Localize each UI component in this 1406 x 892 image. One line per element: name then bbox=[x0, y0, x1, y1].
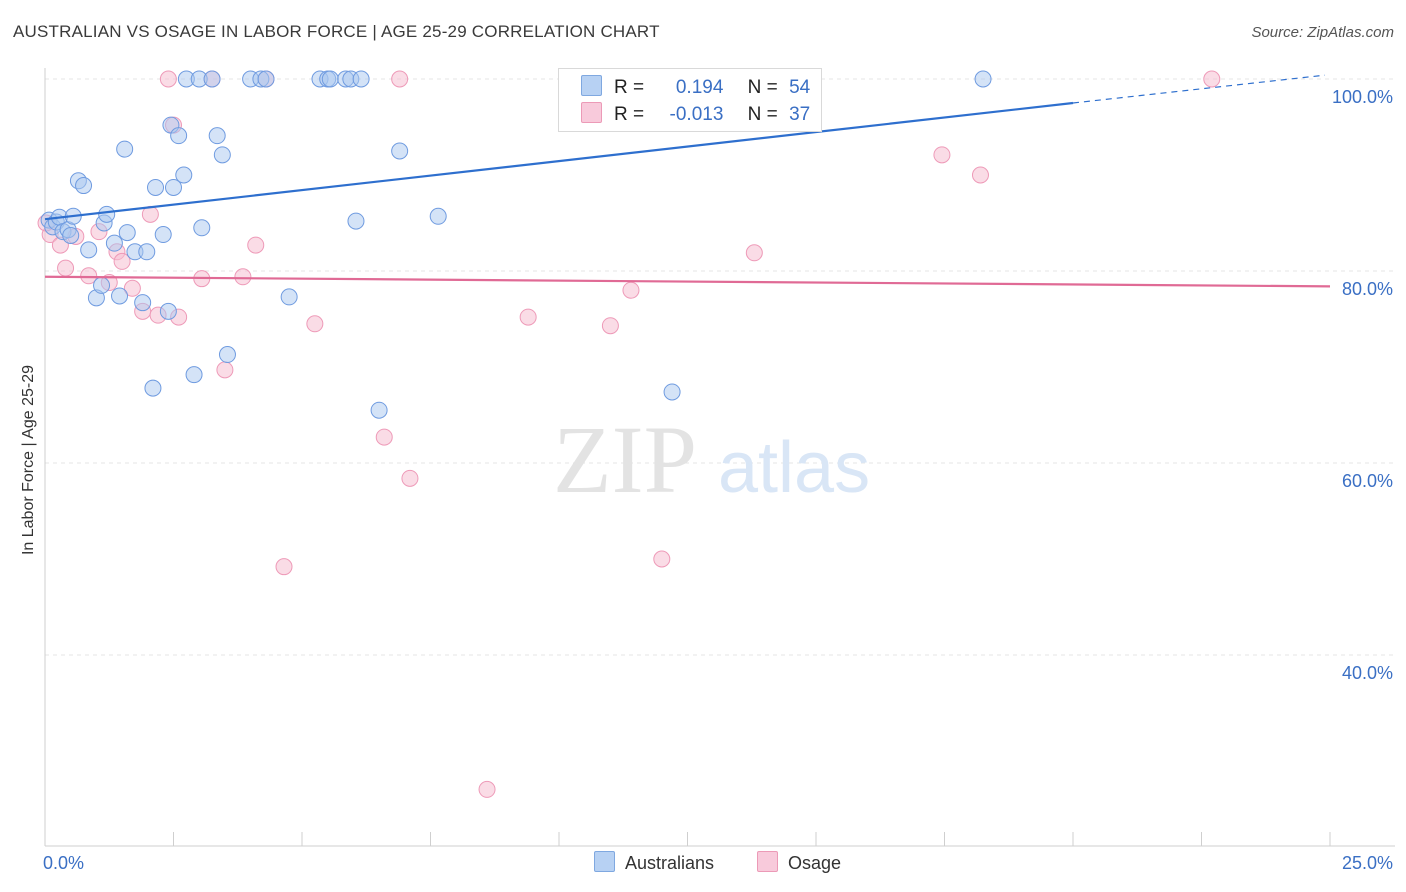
osage-point bbox=[376, 429, 392, 445]
australians-point bbox=[194, 220, 210, 236]
correlation-legend: R = 0.194 N = 54 R = -0.013 N = 37 bbox=[558, 68, 822, 132]
osage-point bbox=[520, 309, 536, 325]
australians-swatch bbox=[581, 75, 602, 96]
australians-point bbox=[322, 71, 338, 87]
r-value-australians: 0.194 bbox=[649, 77, 723, 99]
n-value-australians: 54 bbox=[789, 77, 810, 98]
r-value-osage: -0.013 bbox=[649, 104, 723, 126]
osage-legend-label: Osage bbox=[788, 853, 841, 873]
x-tick-label-min: 0.0% bbox=[43, 853, 84, 873]
australians-legend-label: Australians bbox=[625, 853, 714, 873]
osage-point bbox=[58, 260, 74, 276]
australians-point bbox=[348, 213, 364, 229]
australians-point bbox=[214, 147, 230, 163]
bottom-legend-osage: Osage bbox=[757, 851, 841, 874]
scatter-plot: ZIP atlas 100.0% 80.0% 60.0% 40.0% 0.0% 25.0… bbox=[0, 0, 1406, 892]
watermark-zip: ZIP bbox=[553, 406, 697, 513]
australians-point bbox=[171, 128, 187, 144]
osage-point bbox=[248, 237, 264, 253]
australians-legend-swatch bbox=[594, 851, 615, 872]
australians-point bbox=[106, 235, 122, 251]
osage-legend-swatch bbox=[757, 851, 778, 872]
australians-point bbox=[148, 179, 164, 195]
australians-point bbox=[371, 402, 387, 418]
osage-point bbox=[160, 71, 176, 87]
australians-point bbox=[186, 367, 202, 383]
australians-point bbox=[664, 384, 680, 400]
watermark: ZIP atlas bbox=[553, 406, 870, 513]
australians-point bbox=[117, 141, 133, 157]
osage-point bbox=[217, 362, 233, 378]
osage-point bbox=[934, 147, 950, 163]
osage-point bbox=[235, 269, 251, 285]
osage-point bbox=[276, 559, 292, 575]
australians-point bbox=[155, 227, 171, 243]
r-label: R = bbox=[614, 104, 644, 125]
y-tick-label: 100.0% bbox=[1332, 87, 1393, 107]
r-label: R = bbox=[614, 77, 644, 98]
osage-point bbox=[479, 781, 495, 797]
australians-point bbox=[353, 71, 369, 87]
osage-point bbox=[402, 470, 418, 486]
australians-point bbox=[76, 178, 92, 194]
y-tick-label: 60.0% bbox=[1342, 471, 1393, 491]
australians-point bbox=[430, 208, 446, 224]
australians-point bbox=[160, 303, 176, 319]
y-tick-label: 40.0% bbox=[1342, 663, 1393, 683]
y-tick-labels: 100.0% 80.0% 60.0% 40.0% bbox=[1332, 87, 1393, 683]
n-label: N = bbox=[748, 104, 778, 125]
x-tick-label-max: 25.0% bbox=[1342, 853, 1393, 873]
y-tick-label: 80.0% bbox=[1342, 279, 1393, 299]
bottom-legend-australians: Australians bbox=[594, 851, 714, 874]
australians-point bbox=[975, 71, 991, 87]
gridlines bbox=[45, 79, 1395, 655]
australians-point bbox=[63, 227, 79, 243]
australians-points bbox=[41, 71, 991, 418]
australians-point bbox=[204, 71, 220, 87]
australians-point bbox=[135, 295, 151, 311]
osage-point bbox=[307, 316, 323, 332]
x-tick-labels: 0.0% 25.0% bbox=[43, 853, 1393, 873]
n-label: N = bbox=[748, 77, 778, 98]
osage-point bbox=[972, 167, 988, 183]
australians-point bbox=[145, 380, 161, 396]
australians-point bbox=[281, 289, 297, 305]
australians-point bbox=[99, 206, 115, 222]
osage-point bbox=[602, 318, 618, 334]
legend-row-osage: R = -0.013 N = 37 bbox=[581, 102, 810, 126]
australians-point bbox=[94, 277, 110, 293]
watermark-atlas: atlas bbox=[718, 428, 870, 508]
osage-point bbox=[746, 245, 762, 261]
australians-point bbox=[392, 143, 408, 159]
n-value-osage: 37 bbox=[789, 104, 810, 125]
australians-point bbox=[219, 347, 235, 363]
australians-point bbox=[119, 225, 135, 241]
osage-point bbox=[623, 282, 639, 298]
osage-point bbox=[1204, 71, 1220, 87]
australians-point bbox=[139, 244, 155, 260]
legend-row-australians: R = 0.194 N = 54 bbox=[581, 75, 810, 99]
osage-point bbox=[654, 551, 670, 567]
australians-point bbox=[258, 71, 274, 87]
australians-point bbox=[176, 167, 192, 183]
australians-point bbox=[112, 288, 128, 304]
osage-swatch bbox=[581, 102, 602, 123]
osage-point bbox=[392, 71, 408, 87]
australians-point bbox=[81, 242, 97, 258]
australians-point bbox=[209, 128, 225, 144]
